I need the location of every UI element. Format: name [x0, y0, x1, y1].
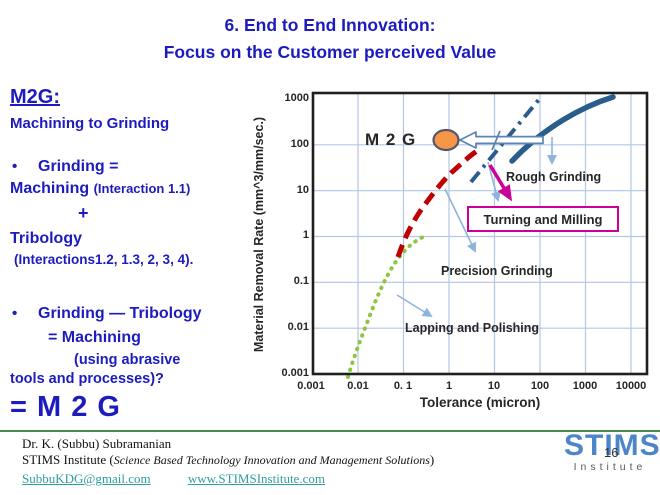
stims-logo-subtext: Institute: [573, 461, 647, 473]
footer-organization: STIMS Institute (Science Based Technolog…: [22, 452, 435, 467]
x-tick: 100: [530, 380, 550, 392]
bullet-glyph: •: [12, 305, 18, 322]
y-tick: 1: [302, 229, 309, 241]
chart-canvas: [311, 91, 649, 379]
email-link[interactable]: SubbuKDG@gmail.com: [22, 471, 151, 486]
precision-grinding-label: Precision Grinding: [441, 264, 553, 278]
x-tick: 10: [487, 380, 501, 392]
turning-milling-box: Turning and Milling: [467, 206, 619, 232]
lapping-polishing-curve: [346, 235, 425, 379]
annotation-arrows: [396, 137, 557, 318]
bullet2-line2: = Machining: [48, 329, 141, 346]
x-tick: 1: [445, 380, 453, 392]
m2g-chart-label: M 2 G: [365, 130, 417, 149]
y-tick: 0.01: [287, 321, 309, 333]
turning-milling-label: Turning and Milling: [483, 211, 603, 227]
interaction-paren: (Interaction 1.1): [93, 181, 191, 196]
y-tick: 100: [290, 138, 309, 150]
bullet-glyph: •: [12, 158, 18, 175]
m2g-marker: [432, 128, 460, 152]
bullet1-line2: Machining (Interaction 1.1): [10, 180, 190, 198]
stims-logo-text: STIMS: [564, 429, 660, 462]
bullet1-line1: • Grinding =: [12, 158, 118, 176]
tribology-text: Tribology: [10, 230, 82, 247]
y-tick: 0.001: [281, 367, 309, 379]
org-tagline: Science Based Technology Innovation and …: [113, 453, 430, 467]
turning-milling-arrow: [488, 164, 513, 202]
bullet2-term: Grinding — Tribology: [38, 305, 202, 322]
bullet2-line3: (using abrasive: [74, 352, 181, 368]
lapping-polishing-label: Lapping and Polishing: [405, 321, 540, 335]
y-tick: 10: [296, 184, 309, 196]
m2g-subheading: Machining to Grinding: [10, 115, 170, 132]
x-tick: 0. 1: [393, 380, 413, 392]
plot-border: [311, 91, 649, 376]
x-tick: 0.001: [297, 380, 325, 392]
machining-text: Machining: [10, 180, 94, 197]
rough-grinding-label: Rough Grinding: [506, 170, 602, 184]
m2g-double-arrow: [459, 131, 544, 149]
interactions-list: (Interactions1.2, 1.3, 2, 3, 4).: [14, 252, 194, 267]
footer-links: SubbuKDG@gmail.com www.STIMSInstitute.co…: [22, 471, 434, 487]
plus-sign: +: [78, 203, 89, 223]
website-link[interactable]: www.STIMSInstitute.com: [187, 471, 325, 486]
footer-divider: [0, 430, 660, 432]
title-line-2: Focus on the Customer perceived Value: [163, 42, 497, 62]
precision-grinding-curve: [395, 148, 479, 258]
bullet2-line1: • Grinding — Tribology: [12, 305, 202, 323]
arrow-break-slash: [491, 130, 501, 151]
slide-title: 6. End to End Innovation: Focus on the C…: [0, 12, 660, 66]
x-tick: 1000: [572, 380, 598, 392]
rough-grinding-curve: [509, 94, 616, 164]
title-line-1: 6. End to End Innovation:: [224, 15, 436, 35]
x-tick: 10000: [615, 380, 647, 392]
footer-author: Dr. K. (Subbu) Subramanian: [22, 436, 172, 451]
page-number: 16: [604, 445, 619, 460]
x-tick: 0.01: [347, 380, 369, 392]
bullet2-line4: tools and processes)?: [10, 371, 164, 387]
tolerance-mrr-chart: Material Removal Rate (mm^3/mm/sec.) Tol…: [245, 88, 660, 420]
m2g-result: = M 2 G: [10, 391, 121, 423]
stims-logo: STIMS Institute: [564, 429, 660, 474]
x-axis-title: Tolerance (micron): [419, 395, 541, 410]
y-axis-title: Material Removal Rate (mm^3/mm/sec.): [252, 116, 266, 353]
footer-text: Dr. K. (Subbu) Subramanian STIMS Institu…: [22, 436, 434, 487]
m2g-heading: M2G:: [10, 86, 60, 108]
rough-grinding-dashdot-line: [469, 95, 543, 184]
y-tick: 1000: [284, 92, 309, 104]
bullet1-term: Grinding =: [38, 158, 119, 175]
y-tick: 0.1: [293, 275, 309, 287]
